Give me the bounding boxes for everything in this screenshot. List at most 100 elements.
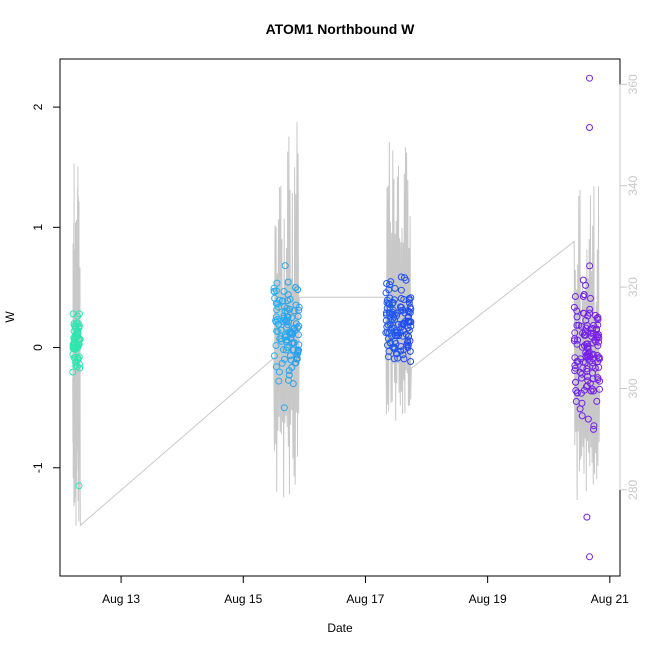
y2-line (72, 121, 601, 527)
data-point (572, 378, 580, 386)
data-point (270, 352, 278, 360)
data-point (580, 331, 588, 339)
data-point (74, 327, 82, 335)
data-point (286, 352, 294, 360)
data-point (286, 330, 294, 337)
data-point (387, 317, 395, 325)
data-point (383, 304, 391, 312)
data-point (273, 279, 281, 287)
data-point (383, 280, 391, 287)
data-point (384, 335, 392, 343)
data-point (570, 303, 578, 311)
data-point (595, 338, 603, 346)
y-tick-label: 1 (31, 224, 45, 231)
data-point (573, 389, 581, 397)
data-point (596, 377, 604, 385)
data-point (595, 354, 603, 362)
data-point (293, 351, 301, 359)
data-point (293, 355, 301, 362)
data-point (594, 342, 602, 350)
data-point (273, 316, 281, 323)
y-tick-label: -1 (31, 462, 45, 473)
data-point (290, 339, 298, 347)
data-point (277, 326, 285, 334)
data-point (590, 422, 598, 430)
data-point (578, 374, 585, 382)
data-point (589, 359, 597, 367)
data-point (72, 358, 80, 366)
plot-area-frame (59, 58, 621, 577)
data-point (273, 327, 281, 335)
data-point (294, 286, 302, 294)
data-point (580, 291, 588, 298)
data-point (396, 303, 404, 311)
data-point (290, 324, 298, 332)
data-point (393, 350, 401, 358)
data-point (76, 360, 83, 368)
data-point (389, 299, 397, 307)
data-point (289, 380, 297, 388)
data-point (407, 294, 415, 302)
x-tick-label: Aug 15 (224, 592, 262, 606)
data-point (570, 337, 578, 345)
data-point (286, 305, 294, 313)
y-axis: -1 0 1 2 (31, 103, 61, 473)
data-point (573, 313, 581, 321)
data-point (287, 335, 295, 343)
data-point (288, 363, 296, 371)
data-point (70, 327, 78, 335)
data-point (399, 320, 407, 328)
data-point (594, 374, 602, 382)
data-point (402, 276, 410, 284)
data-point (285, 376, 292, 384)
data-point (73, 363, 81, 370)
data-point (394, 328, 401, 336)
data-point (594, 321, 602, 329)
data-point (596, 385, 603, 393)
data-point (295, 306, 303, 314)
data-point (382, 289, 390, 297)
data-point (590, 425, 597, 433)
data-point (284, 291, 292, 299)
data-point (406, 337, 414, 345)
data-point (582, 281, 590, 289)
data-point (592, 338, 600, 346)
y2-axis: 280 300 320 340 360 (619, 74, 640, 500)
data-point (579, 329, 587, 337)
data-point (272, 363, 280, 371)
data-point (270, 284, 278, 292)
data-point (586, 305, 594, 313)
data-point (295, 322, 303, 330)
data-point (582, 316, 590, 324)
data-point (593, 397, 601, 405)
data-point (275, 377, 283, 385)
w-points (69, 74, 604, 561)
data-point (395, 332, 403, 340)
data-point (582, 324, 590, 332)
data-point (387, 278, 395, 286)
y2-tick-label: 360 (626, 74, 640, 94)
data-point (404, 324, 412, 332)
data-point (397, 286, 405, 294)
data-point (571, 362, 579, 369)
data-point (586, 309, 594, 317)
data-point (572, 398, 580, 405)
data-point (587, 387, 595, 395)
data-point (593, 314, 601, 322)
data-point-outlier (75, 482, 83, 490)
data-point (386, 281, 394, 289)
data-point (578, 370, 586, 378)
x-tick-label: Aug 19 (469, 592, 507, 606)
data-point (281, 355, 288, 363)
data-point (280, 404, 288, 412)
data-point-outlier (586, 553, 593, 561)
x-tick-label: Aug 21 (591, 592, 629, 606)
data-point (294, 331, 302, 339)
data-point (292, 320, 300, 328)
data-point (383, 296, 391, 304)
data-point (406, 347, 414, 355)
data-point (589, 325, 597, 332)
x-axis-label: Date (327, 621, 353, 635)
data-point (397, 343, 405, 350)
